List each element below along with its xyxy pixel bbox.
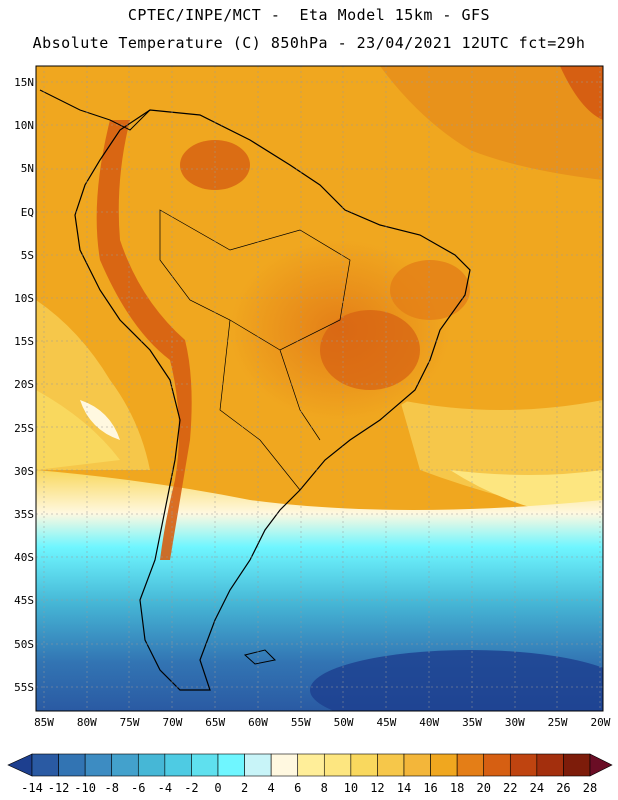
- colorbar-label: 0: [214, 781, 222, 795]
- colorbar-label: 10: [343, 781, 359, 795]
- colorbar-segment: [563, 753, 591, 777]
- lat-label: 45S: [14, 594, 34, 608]
- lat-label: 55S: [14, 680, 34, 694]
- lon-label: 40W: [419, 716, 440, 729]
- colorbar-max-arrow: [589, 753, 613, 777]
- colorbar-label: 8: [320, 781, 328, 795]
- colorbar-label: -4: [157, 781, 173, 795]
- interior-borders: [159, 209, 351, 351]
- colorbar-min-arrow: [7, 753, 33, 777]
- hot-venezuela: [180, 140, 250, 190]
- colorbar-label: 4: [267, 781, 275, 795]
- lon-label: 85W: [34, 716, 54, 729]
- coldest-core: [310, 650, 603, 711]
- colorbar-segment: [509, 753, 538, 777]
- lon-label: 55W: [290, 716, 311, 729]
- chart-title-line2: Absolute Temperature (C) 850hPa - 23/04/…: [32, 34, 586, 52]
- falkland-islands: [243, 649, 277, 665]
- lat-label: 30S: [14, 464, 34, 478]
- colorbar-segment: [377, 753, 405, 777]
- hot-interior-core: [320, 310, 420, 390]
- lon-label: 35W: [462, 716, 482, 729]
- continent-outline: [74, 109, 471, 691]
- colorbar-segment: [536, 753, 564, 777]
- colorbar-label: 18: [449, 781, 465, 795]
- lat-label: 40S: [14, 551, 34, 565]
- colorbar-label: 16: [423, 781, 438, 795]
- colorbar-segment: [323, 753, 352, 777]
- colorbar-label: -8: [104, 781, 119, 795]
- lon-label: 25W: [547, 716, 568, 729]
- colorbar-segment: [111, 753, 139, 777]
- lat-label: 10N: [14, 119, 34, 133]
- warm-ocean-region: [380, 66, 603, 180]
- colorbar-segment: [456, 753, 485, 777]
- colorbar-segment: [403, 753, 431, 777]
- lon-label: 65W: [205, 716, 226, 729]
- southern-borders: [219, 319, 321, 491]
- colorbar-segment: [164, 753, 192, 777]
- lon-label: 70W: [162, 716, 183, 729]
- lon-label: 50W: [333, 716, 354, 729]
- lat-label: 20S: [14, 378, 34, 392]
- lat-label: 35S: [14, 508, 34, 521]
- pacific-cool-zone: [36, 390, 120, 470]
- lat-label: 25S: [14, 421, 34, 435]
- colorbar-label: -12: [47, 781, 70, 795]
- lat-label: 10S: [14, 292, 34, 305]
- colorbar-label: 2: [240, 781, 249, 795]
- colorbar-label: 20: [476, 781, 491, 795]
- colorbar-segment: [350, 753, 378, 777]
- lon-label: 20W: [590, 716, 611, 729]
- colorbar-segment: [58, 753, 86, 777]
- colorbar-label: -14: [21, 781, 43, 795]
- lat-label: 5N: [20, 162, 34, 176]
- chart-title-line1: CPTEC/INPE/MCT - Eta Model 15km - GFS: [127, 6, 491, 24]
- colorbar-segment: [191, 753, 219, 777]
- lon-label: 60W: [248, 716, 268, 729]
- colorbar-label: -10: [74, 781, 96, 795]
- colorbar-label: -6: [131, 781, 146, 795]
- colorbar-label: 6: [294, 781, 302, 795]
- map-frame: [35, 65, 604, 712]
- lat-label: 5S: [20, 248, 34, 262]
- colorbar-label: 24: [529, 781, 545, 795]
- lon-label: 45W: [376, 716, 397, 729]
- colorbar-segment: [297, 753, 325, 777]
- colorbar-label: 14: [396, 781, 412, 795]
- lon-label: 30W: [504, 716, 525, 729]
- pacific-cool-patch: [80, 400, 120, 440]
- hot-spot-ne: [560, 66, 603, 120]
- andes-warm-ridge: [96, 120, 192, 560]
- colorbar: [7, 753, 613, 777]
- colorbar-segment: [483, 753, 511, 777]
- colorbar-segment: [217, 753, 245, 777]
- lat-label: EQ: [20, 205, 34, 219]
- central-america-outline: [39, 89, 151, 131]
- colorbar-segment: [137, 753, 166, 777]
- colorbar-segment: [31, 753, 59, 777]
- colorbar-segment: [84, 753, 113, 777]
- colorbar-segment: [430, 753, 458, 777]
- lat-label: 15N: [14, 76, 34, 89]
- colorbar-label: 12: [370, 781, 385, 795]
- lon-label: 75W: [119, 716, 140, 729]
- colorbar-label: 22: [503, 781, 518, 795]
- colorbar-segment: [244, 753, 272, 777]
- lat-label: 15S: [14, 335, 34, 349]
- colorbar-label: -2: [184, 781, 199, 795]
- colorbar-segment: [270, 753, 299, 777]
- colorbar-label: 26: [556, 781, 571, 795]
- hot-ne-brazil: [390, 260, 470, 320]
- lat-label: 50S: [14, 637, 34, 651]
- colorbar-label: 28: [582, 781, 598, 795]
- lon-label: 80W: [76, 716, 97, 729]
